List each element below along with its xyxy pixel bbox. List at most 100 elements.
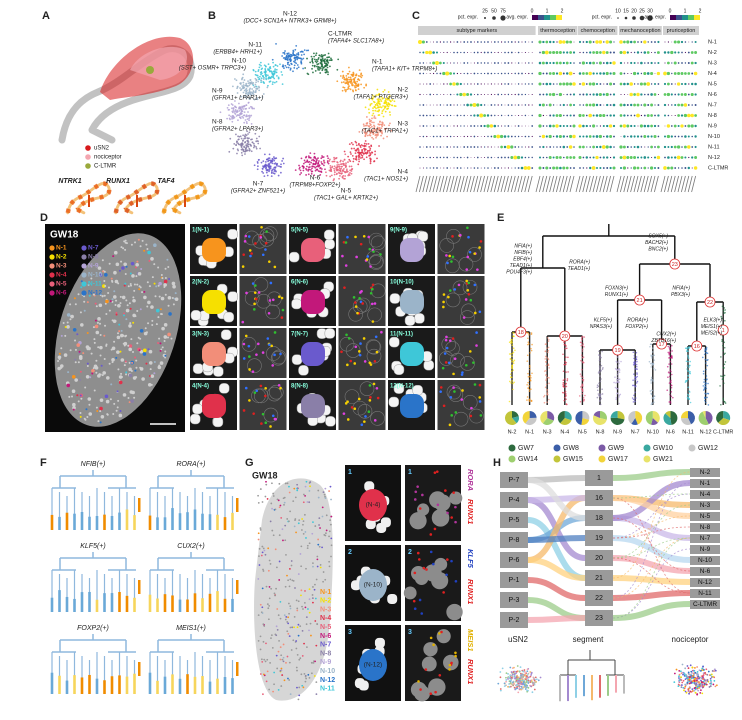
cell-dot bbox=[348, 78, 351, 81]
cell-dot bbox=[368, 130, 371, 132]
expr-dot bbox=[549, 114, 552, 117]
node-label: 17 bbox=[659, 342, 665, 348]
tissue-cell bbox=[257, 614, 260, 617]
tissue-cell bbox=[269, 662, 271, 664]
cell-dot bbox=[685, 360, 688, 363]
tissue-cell bbox=[287, 616, 290, 619]
cell-dot bbox=[344, 89, 346, 91]
node-box bbox=[690, 512, 720, 521]
legend-label: N-11 bbox=[320, 686, 335, 693]
tissue-cell bbox=[263, 549, 266, 552]
cell-dot bbox=[346, 170, 349, 173]
expr-dot bbox=[670, 145, 673, 149]
tissue-cell bbox=[80, 397, 83, 400]
cell-dot bbox=[352, 160, 355, 163]
cell-dot bbox=[387, 91, 390, 93]
gene-tick bbox=[429, 175, 434, 193]
cell-dot bbox=[383, 102, 386, 105]
expr-dot bbox=[687, 104, 690, 106]
nucleus bbox=[434, 494, 451, 512]
cell-dot bbox=[582, 361, 585, 364]
cell-dot bbox=[722, 399, 725, 402]
expr-dot bbox=[439, 115, 441, 116]
transcript-dot bbox=[448, 423, 452, 427]
expr-dot bbox=[524, 41, 527, 43]
gene-label: KLF5(+) bbox=[80, 543, 105, 550]
transcript-dot bbox=[465, 268, 469, 271]
cell-dot bbox=[254, 77, 257, 80]
cell-dot bbox=[631, 397, 634, 399]
tissue-cell bbox=[329, 519, 332, 522]
cell-dot bbox=[339, 170, 342, 173]
stain-tile bbox=[239, 276, 287, 326]
expr-dot bbox=[436, 72, 438, 75]
cell-dot bbox=[251, 83, 254, 86]
transcript-dot bbox=[448, 289, 452, 292]
expr-dot bbox=[456, 125, 458, 127]
cell-dot bbox=[329, 166, 332, 169]
tissue-cell bbox=[291, 579, 294, 582]
expr-dot bbox=[524, 104, 527, 106]
tissue-cell bbox=[289, 510, 292, 513]
transcript-dot bbox=[346, 235, 349, 239]
tissue-cell bbox=[261, 612, 264, 614]
tissue-cell bbox=[316, 555, 319, 558]
cell-dot bbox=[599, 354, 602, 356]
cell-dot bbox=[527, 375, 530, 378]
cell-dot bbox=[374, 104, 377, 106]
expr-dot bbox=[589, 156, 592, 159]
cell-dot bbox=[581, 388, 583, 391]
expr-dot bbox=[483, 124, 486, 128]
cell-dot bbox=[316, 63, 319, 66]
expr-dot bbox=[666, 134, 671, 139]
expr-dot bbox=[446, 83, 448, 85]
expr-dot bbox=[589, 93, 592, 96]
cell-dot bbox=[363, 147, 365, 150]
expr-dot bbox=[480, 41, 482, 43]
expr-dot bbox=[487, 104, 489, 106]
cell-dot bbox=[353, 79, 356, 82]
expr-dot bbox=[565, 156, 569, 159]
cell-dot bbox=[667, 345, 670, 348]
cell-dot bbox=[272, 158, 274, 161]
cell-dot bbox=[369, 147, 372, 150]
tissue-cell bbox=[147, 322, 150, 325]
cell-dot bbox=[246, 85, 249, 87]
cell-dot bbox=[599, 395, 602, 398]
cell-dot bbox=[548, 398, 550, 401]
tile-label: 8(N-8) bbox=[291, 384, 308, 390]
expr-dot bbox=[592, 124, 596, 128]
target-cell bbox=[301, 290, 325, 314]
expr-dot bbox=[623, 94, 625, 95]
cell-dot bbox=[233, 142, 236, 145]
cluster-name: N-7 bbox=[253, 181, 264, 188]
cell-dot bbox=[374, 109, 377, 112]
cell-dot bbox=[382, 137, 385, 140]
tissue-cell bbox=[278, 640, 280, 642]
expr-dot bbox=[483, 146, 486, 148]
transcript-dot bbox=[248, 355, 251, 358]
cell-dot bbox=[268, 157, 271, 160]
expr-dot bbox=[644, 93, 646, 96]
cell-dot bbox=[618, 369, 621, 371]
expr-dot bbox=[453, 146, 455, 148]
cell-dot bbox=[705, 368, 707, 371]
cell-dot bbox=[346, 88, 349, 91]
transcript-dot bbox=[422, 566, 426, 570]
tissue-cell bbox=[276, 608, 279, 610]
transcript-dot bbox=[442, 404, 446, 408]
expr-dot bbox=[609, 104, 612, 106]
gene-tick bbox=[432, 175, 438, 193]
tissue-cell bbox=[279, 600, 282, 603]
cell-dot bbox=[563, 392, 565, 394]
transcript-dot bbox=[268, 343, 271, 346]
tissue-cell bbox=[150, 374, 155, 378]
cluster-name: N-10 bbox=[232, 58, 246, 65]
cell-dot bbox=[511, 367, 513, 370]
expr-dot bbox=[640, 135, 643, 138]
cell-dot bbox=[368, 120, 371, 123]
node-label: 18 bbox=[595, 515, 603, 522]
panel-letter: B bbox=[208, 10, 216, 22]
cell-dot bbox=[333, 173, 336, 176]
